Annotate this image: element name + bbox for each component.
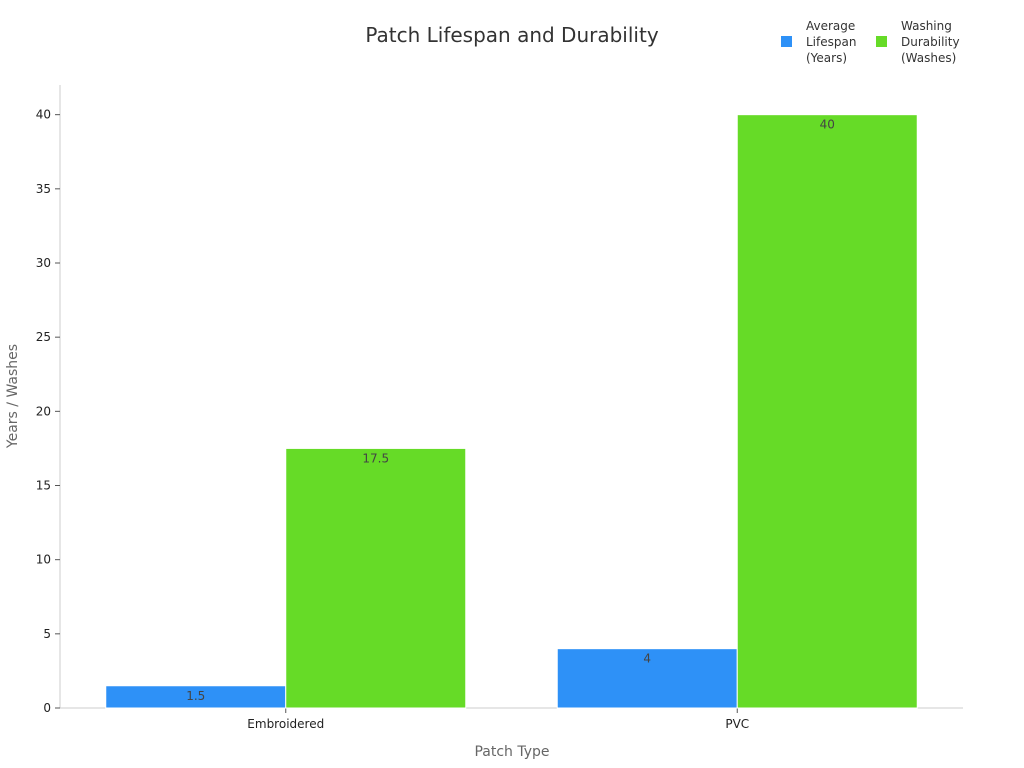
bar-value-label: 17.5 [362, 451, 389, 465]
bar-value-label: 40 [820, 118, 835, 132]
legend-swatch [781, 36, 792, 47]
y-tick-label: 10 [36, 553, 51, 567]
legend-entry: Washing Durability (Washes) [901, 19, 960, 65]
x-tick-label: PVC [725, 717, 749, 731]
x-axis-label: Patch Type [474, 744, 549, 760]
y-tick-label: 40 [36, 108, 51, 122]
y-tick-label: 5 [43, 627, 51, 641]
y-tick-label: 30 [36, 256, 51, 270]
bar-value-label: 4 [643, 652, 651, 666]
y-tick-label: 20 [36, 404, 51, 418]
plot-area: 0 5 10 15 20 25 30 35 40 Embroidered 1.5 17.5 PVC 4 40 [36, 85, 963, 731]
y-tick-label: 15 [36, 479, 51, 493]
bar [556, 648, 738, 709]
legend: Average Lifespan (Years) Washing Durability(… [781, 19, 960, 65]
bar [285, 447, 467, 709]
y-axis-label: Years / Washes [5, 344, 21, 449]
bar-value-label: 1.5 [186, 689, 205, 703]
chart-title: Patch Lifespan and Durability [365, 23, 658, 47]
y-tick-label: 25 [36, 330, 51, 344]
legend-entry: Average Lifespan (Years) [806, 19, 856, 65]
y-tick-label: 0 [43, 701, 51, 715]
bar [736, 114, 918, 709]
y-tick-label: 35 [36, 182, 51, 196]
x-tick-label: Embroidered [247, 717, 324, 731]
legend-swatch [876, 36, 887, 47]
